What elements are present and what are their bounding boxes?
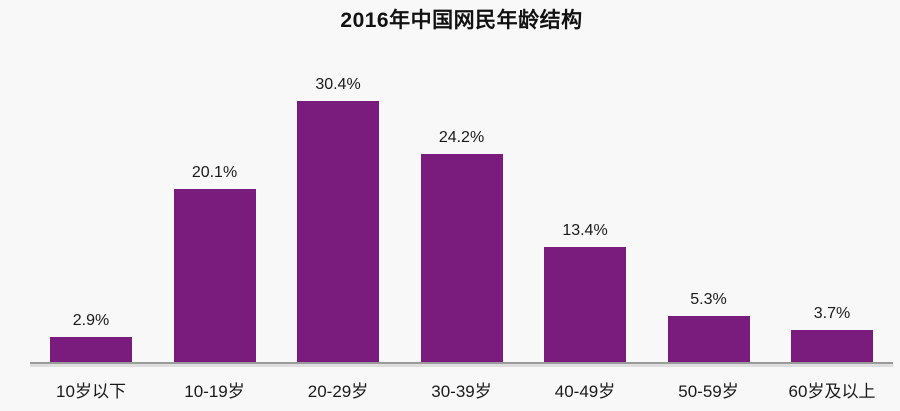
bar-value-label: 2.9% (72, 312, 110, 330)
bar-column: 13.4% (544, 222, 626, 362)
bar-column: 20.1% (173, 164, 256, 362)
bar-value-label: 30.4% (315, 76, 361, 94)
x-axis-label: 60岁及以上 (788, 382, 876, 401)
chart-title: 2016年中国网民年龄结构 (340, 9, 583, 32)
x-axis-label: 10-19岁 (184, 382, 245, 401)
plot-area: 2.9% 20.1% 30.4% 24.2% 13.4% 5.3% 3.7% (30, 45, 893, 364)
x-axis-label: 10岁以下 (56, 382, 126, 401)
x-axis: 10岁以下 10-19岁 20-29岁 30-39岁 40-49岁 50-59岁 60岁及以… (30, 377, 893, 402)
bar-column: 24.2% (420, 129, 503, 362)
bar (791, 330, 873, 362)
bar-value-label: 13.4% (562, 222, 608, 240)
bar (667, 316, 750, 362)
x-axis-label: 50-59岁 (678, 382, 739, 401)
bar-value-label: 5.3% (690, 291, 727, 309)
x-axis-label: 40-49岁 (554, 382, 616, 401)
bar-value-label: 20.1% (191, 164, 238, 182)
bar-column: 30.4% (297, 76, 379, 362)
bar (544, 247, 626, 362)
bar-value-label: 24.2% (438, 129, 485, 147)
bar-column: 2.9% (50, 312, 132, 362)
bar (297, 101, 379, 362)
x-axis-label: 30-39岁 (431, 382, 492, 401)
bar (173, 189, 256, 362)
x-axis-label: 20-29岁 (307, 382, 369, 401)
bar (420, 154, 503, 362)
bar-column: 5.3% (667, 291, 750, 362)
bar-value-label: 3.7% (813, 305, 851, 323)
bar-column: 3.7% (791, 305, 873, 362)
bar (50, 337, 132, 362)
